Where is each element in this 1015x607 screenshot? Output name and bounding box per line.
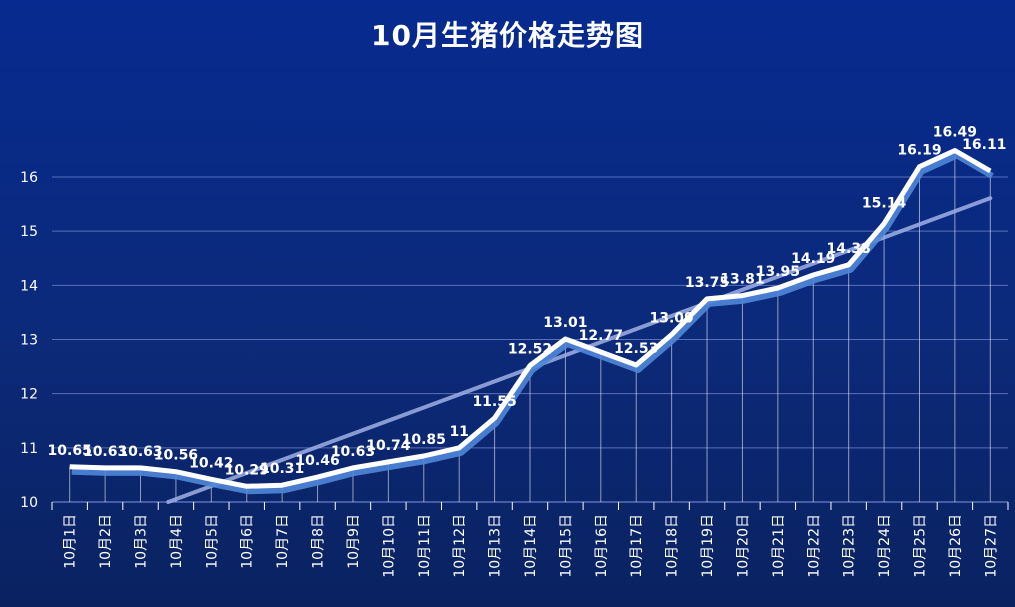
x-tick-label: 10月6日 (240, 514, 256, 569)
data-label: 10.56 (154, 448, 198, 464)
x-tick-label: 10月4日 (169, 514, 185, 569)
x-tick-label: 10月2日 (98, 514, 114, 569)
data-label: 13.81 (720, 272, 764, 288)
x-tick-label: 10月16日 (594, 514, 610, 578)
data-label: 12.77 (579, 328, 623, 344)
data-label: 15.14 (862, 196, 907, 212)
data-label: 10.46 (295, 453, 339, 469)
y-tick-label: 11 (20, 441, 38, 457)
data-label: 10.42 (189, 455, 233, 471)
x-tick-label: 10月24日 (877, 514, 893, 578)
x-tick-label: 10月20日 (735, 514, 751, 578)
x-tick-label: 10月17日 (629, 514, 645, 578)
data-label: 13.01 (543, 315, 587, 331)
chart-title: 10月生猪价格走势图 (371, 19, 644, 52)
x-tick-label: 10月18日 (665, 514, 681, 578)
data-label: 13.95 (756, 264, 800, 280)
x-tick-label: 10月13日 (488, 514, 504, 578)
data-label: 14.38 (827, 241, 871, 257)
data-label: 12.52 (508, 342, 552, 358)
data-label: 10.63 (331, 444, 375, 460)
series-line (69, 148, 992, 489)
y-tick-label: 12 (20, 387, 38, 403)
y-tick-label: 13 (20, 333, 38, 349)
data-label: 12.53 (614, 341, 658, 357)
data-label: 10.85 (402, 432, 446, 448)
data-label: 14.19 (791, 251, 835, 267)
x-tick-label: 10月22日 (806, 514, 822, 578)
x-tick-label: 10月9日 (346, 514, 362, 569)
x-tick-label: 10月1日 (63, 514, 79, 569)
y-tick-label: 10 (20, 495, 38, 511)
x-tick-label: 10月23日 (842, 514, 858, 578)
data-label: 10.65 (48, 443, 92, 459)
x-tick-label: 10月3日 (134, 514, 150, 569)
x-tick-label: 10月10日 (381, 514, 397, 578)
x-tick-label: 10月7日 (275, 514, 291, 569)
y-tick-label: 15 (20, 224, 38, 240)
x-tick-label: 10月12日 (452, 514, 468, 578)
y-tick-label: 14 (20, 278, 38, 294)
data-label: 10.74 (366, 438, 411, 454)
x-tick-label: 10月8日 (311, 514, 327, 569)
data-label: 16.19 (897, 143, 941, 159)
x-tick-label: 10月14日 (523, 514, 539, 578)
x-tick-label: 10月21日 (771, 514, 787, 578)
x-tick-label: 10月25日 (912, 514, 928, 578)
data-label: 10.63 (83, 444, 127, 460)
series-line-shadow (71, 152, 994, 495)
data-label: 16.49 (933, 124, 977, 140)
data-label: 10.29 (225, 462, 269, 478)
x-tick-label: 10月26日 (948, 514, 964, 578)
x-tick-label: 10月15日 (558, 514, 574, 578)
x-tick-label: 10月11日 (417, 514, 433, 578)
x-tick-label: 10月27日 (983, 514, 999, 578)
x-tick-label: 10月19日 (700, 514, 716, 578)
y-tick-label: 16 (20, 170, 38, 186)
data-label: 10.63 (118, 444, 162, 460)
data-label: 13.09 (649, 311, 693, 327)
x-tick-label: 10月5日 (204, 514, 220, 569)
data-label: 13.75 (685, 275, 729, 291)
data-label: 10.31 (260, 461, 304, 477)
data-label: 11.55 (472, 394, 516, 410)
data-label: 16.11 (962, 137, 1006, 153)
data-label: 11 (449, 424, 468, 440)
